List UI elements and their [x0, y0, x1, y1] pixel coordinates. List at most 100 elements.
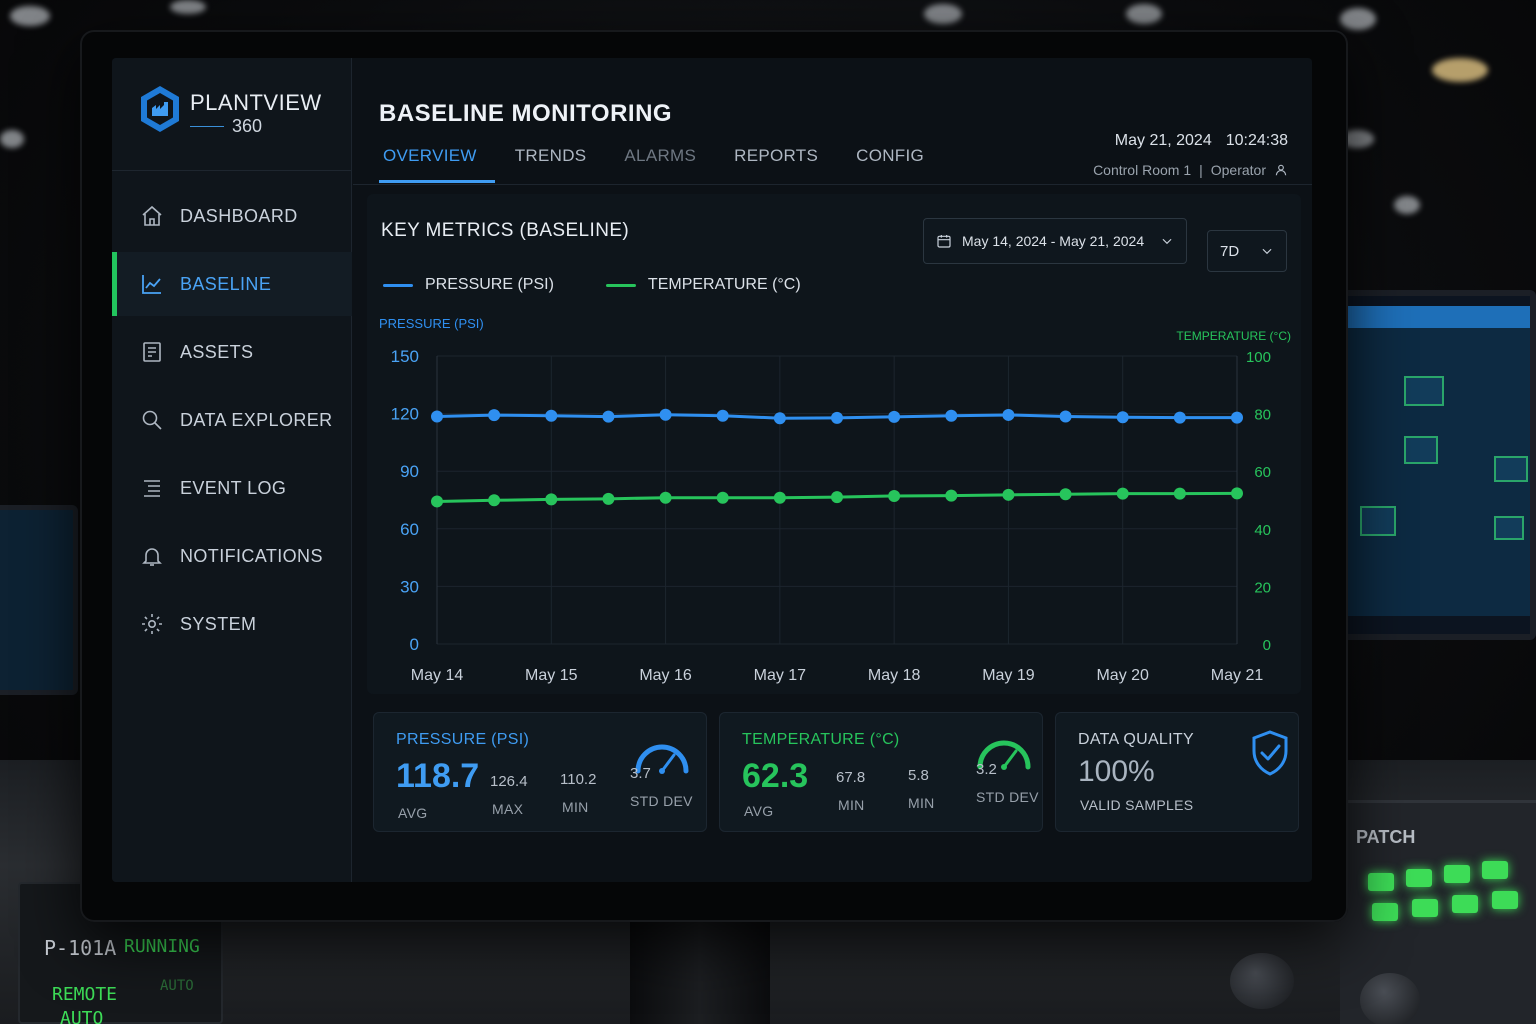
- console-button[interactable]: [1452, 895, 1478, 913]
- console-knob[interactable]: [1230, 953, 1294, 1009]
- date-range-value: May 14, 2024 - May 21, 2024: [962, 233, 1145, 249]
- sidebar-item-dashboard[interactable]: DASHBOARD: [112, 184, 352, 248]
- chevron-down-icon: [1262, 248, 1272, 255]
- bell-icon: [142, 548, 162, 566]
- tab-alarms[interactable]: ALARMS: [624, 146, 697, 165]
- sidebar: PLANTVIEW 360 DASHBOARD BASELINE ASSETS …: [112, 58, 352, 882]
- header-status: May 21, 2024 10:24:38 Control Room 1 | Op…: [1093, 132, 1288, 178]
- legend-label: TEMPERATURE (°C): [647, 276, 801, 293]
- sidebar-item-data-explorer[interactable]: DATA EXPLORER: [112, 388, 352, 452]
- data-point-temperature: [1173, 487, 1186, 500]
- pressure-min-label: MIN: [562, 799, 589, 815]
- data-point-temperature: [488, 494, 501, 507]
- data-point-temperature: [431, 495, 443, 508]
- sidebar-item-label: ASSETS: [180, 341, 254, 362]
- sidebar-item-baseline[interactable]: BASELINE: [112, 252, 352, 316]
- location-label: Control Room 1: [1093, 162, 1192, 178]
- x-tick: May 21: [1211, 667, 1264, 684]
- ceiling-light: [924, 4, 962, 24]
- pressure-avg-value: 118.7: [396, 757, 480, 795]
- x-tick: May 20: [1096, 667, 1149, 684]
- data-point-temperature: [1231, 487, 1243, 500]
- console-button[interactable]: [1444, 865, 1470, 883]
- pump-mode: REMOTE: [52, 984, 118, 1005]
- sidebar-item-notifications[interactable]: NOTIFICATIONS: [112, 524, 352, 588]
- sidebar-item-event-log[interactable]: EVENT LOG: [112, 456, 352, 520]
- y-tick-left: 60: [400, 520, 419, 539]
- data-point-pressure: [488, 409, 501, 422]
- data-point-temperature: [831, 491, 843, 504]
- tab-config[interactable]: CONFIG: [856, 146, 925, 165]
- sidebar-item-label: NOTIFICATIONS: [180, 545, 323, 566]
- plantview-logo-icon: [141, 86, 179, 132]
- data-point-pressure: [1231, 411, 1243, 424]
- data-quality-card: DATA QUALITY 100% VALID SAMPLES: [1055, 712, 1299, 832]
- background-monitor-left: [0, 505, 78, 695]
- location-info: Control Room 1 | Operator: [1093, 162, 1288, 178]
- console-button[interactable]: [1482, 861, 1508, 879]
- gauge-icon: [635, 744, 689, 774]
- period-select[interactable]: 7D: [1207, 230, 1287, 272]
- console-button[interactable]: [1492, 891, 1518, 909]
- user-icon[interactable]: [1274, 163, 1288, 177]
- period-value: 7D: [1220, 242, 1240, 260]
- ceiling-light: [1394, 196, 1420, 214]
- search-icon: [142, 410, 162, 430]
- metrics-chart-card: KEY METRICS (BASELINE) May 14, 2024 - Ma…: [367, 194, 1301, 694]
- console-knob[interactable]: [1360, 973, 1420, 1024]
- tab-reports[interactable]: REPORTS: [734, 146, 819, 165]
- pressure-std-value: 3.7: [630, 765, 651, 782]
- current-time: 10:24:38: [1225, 132, 1288, 149]
- temperature-v1-value: 67.8: [836, 769, 866, 786]
- brand-name: PLANTVIEW: [190, 90, 322, 115]
- legend-item-pressure[interactable]: PRESSURE (PSI): [383, 276, 554, 294]
- home-icon: [142, 205, 162, 226]
- list-icon: [144, 480, 160, 497]
- ceiling-light: [1340, 130, 1374, 148]
- quality-label: VALID SAMPLES: [1080, 797, 1194, 813]
- console-button[interactable]: [1368, 873, 1394, 891]
- data-point-temperature: [545, 493, 558, 506]
- y-tick-right: 100: [1246, 349, 1271, 366]
- pressure-min-value: 110.2: [560, 771, 597, 788]
- legend-swatch-pressure: [383, 283, 413, 287]
- line-chart-icon: [142, 275, 161, 294]
- console-button[interactable]: [1406, 869, 1432, 887]
- user-label[interactable]: Operator: [1210, 162, 1266, 178]
- ceiling-light: [1432, 58, 1488, 82]
- y-tick-left: 120: [391, 405, 419, 424]
- data-point-temperature: [716, 491, 729, 504]
- metrics-title: KEY METRICS (BASELINE): [381, 220, 630, 241]
- console-button[interactable]: [1372, 903, 1398, 921]
- tab-overview[interactable]: OVERVIEW: [379, 140, 495, 183]
- ceiling-light: [170, 0, 206, 14]
- sidebar-item-system[interactable]: SYSTEM: [112, 592, 352, 656]
- x-tick: May 19: [982, 667, 1035, 684]
- shield-check-icon: [1252, 730, 1288, 776]
- date-range-select[interactable]: May 14, 2024 - May 21, 2024: [923, 218, 1187, 264]
- data-point-pressure: [773, 412, 786, 425]
- sidebar-item-label: DASHBOARD: [180, 205, 298, 226]
- temperature-avg-value: 62.3: [742, 757, 809, 795]
- data-point-pressure: [431, 410, 443, 423]
- ceiling-light: [0, 130, 24, 148]
- quality-value: 100%: [1078, 755, 1155, 788]
- data-point-pressure: [545, 409, 558, 422]
- tab-trends[interactable]: TRENDS: [514, 146, 587, 165]
- ceiling-light: [1126, 4, 1162, 24]
- sidebar-item-assets[interactable]: ASSETS: [112, 320, 352, 384]
- console-button[interactable]: [1412, 899, 1438, 917]
- data-point-temperature: [1002, 488, 1015, 501]
- datetime: May 21, 2024 10:24:38: [1093, 132, 1288, 150]
- pump-mode-auto-dim: AUTO: [160, 978, 194, 994]
- pressure-max-label: MAX: [492, 801, 524, 817]
- page-title: BASELINE MONITORING: [379, 100, 673, 127]
- data-point-pressure: [1059, 410, 1072, 423]
- data-point-pressure: [602, 410, 615, 423]
- data-point-pressure: [659, 408, 672, 421]
- x-tick: May 15: [525, 667, 578, 684]
- data-point-temperature: [1059, 488, 1072, 501]
- pressure-stat-card: PRESSURE (PSI) 118.7 AVG 126.4 MAX 110.2…: [373, 712, 707, 832]
- legend-item-temperature[interactable]: TEMPERATURE (°C): [605, 276, 801, 294]
- gear-icon: [142, 614, 162, 634]
